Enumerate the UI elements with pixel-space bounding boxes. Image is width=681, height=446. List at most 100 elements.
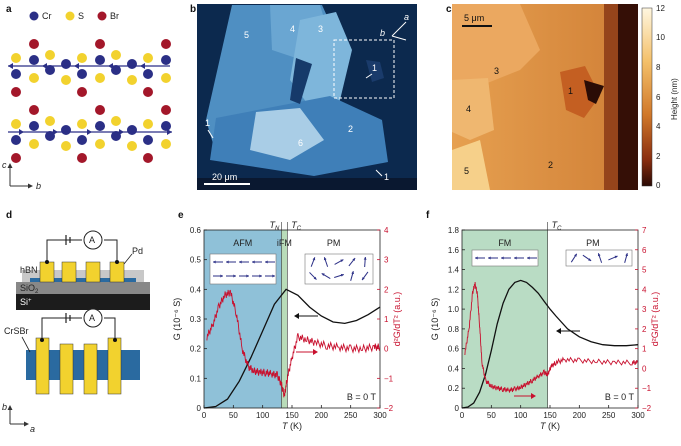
colorbar-tick: 8	[656, 63, 661, 72]
y-right-tick-label: 2	[384, 285, 389, 294]
y-left-tick-label: 1.8	[448, 226, 460, 235]
y-left-axis-label: G (10⁻⁶ S)	[430, 298, 440, 340]
y-left-tick-label: 0.8	[448, 325, 460, 334]
x-axis-label: T (K)	[282, 421, 302, 431]
spin-arrowhead	[340, 259, 344, 263]
spin-arrowhead	[363, 257, 367, 260]
right-axis-pointer-head	[313, 349, 318, 355]
ammeter-bottom	[83, 308, 103, 328]
spin-arrowhead	[272, 274, 275, 278]
x-tick-label: 0	[460, 411, 465, 420]
region-label-2: 2	[348, 124, 353, 134]
spin-arrowhead	[313, 276, 317, 280]
ammeter-bottom-label: A	[89, 313, 95, 323]
x-tick-label: 300	[373, 411, 387, 420]
spin-arrowhead	[220, 274, 223, 278]
y-right-tick-label: 0	[642, 364, 647, 373]
scale-bar-b-label: 20 μm	[212, 172, 237, 182]
y-right-tick-label: 4	[642, 285, 647, 294]
x-tick-label: 150	[543, 411, 557, 420]
x-tick-label: 150	[285, 411, 299, 420]
region-label-1b: 1	[205, 118, 210, 128]
chart-e: AFM PM iFM TN TC 0 50 100 150 200 250 300 0 0.1 0.2 0.3…	[172, 220, 402, 431]
panel-e: e AFM PM iFM TN TC 0 50 100 150 200 250 300 0 0.1 0.2 0…	[172, 210, 402, 431]
region-label-3: 3	[318, 24, 323, 34]
afm-label-1: 1	[568, 86, 573, 96]
afm-label-4: 4	[466, 104, 471, 114]
hbn-label: hBN	[20, 265, 38, 275]
y-right-tick-label: −1	[384, 374, 394, 383]
panel-f-letter: f	[426, 210, 430, 221]
spin-arrowhead	[597, 253, 601, 257]
si-label: Si+	[20, 297, 32, 307]
transition-label: TC	[291, 220, 302, 232]
panel-a-letter: a	[6, 4, 12, 15]
y-left-tick-label: 0.3	[190, 315, 202, 324]
panel-c: c 5 μm 3 1 4 2 5 12 10 8 6 4 2 0 Height …	[446, 4, 679, 190]
x-tick-label: 200	[573, 411, 587, 420]
y-left-tick-label: 0.6	[448, 345, 460, 354]
spin-arrowhead	[265, 260, 268, 264]
spin-arrowhead	[226, 260, 229, 264]
y-left-tick-label: 0.2	[190, 345, 202, 354]
axis-a-label-d: a	[30, 424, 35, 434]
spin-arrowhead	[233, 274, 236, 278]
phase-region-ifm	[281, 230, 288, 408]
pm-spin-box-f	[565, 249, 633, 267]
spin-arrowhead	[252, 260, 255, 264]
zoom-region-box	[333, 39, 395, 99]
phase-label-afm: AFM	[233, 238, 252, 248]
legend-s-label: S	[78, 11, 84, 21]
panel-c-letter: c	[446, 4, 452, 15]
y-left-tick-label: 0.5	[190, 256, 202, 265]
y-right-tick-label: 6	[642, 246, 647, 255]
right-axis-pointer-head-f	[531, 393, 536, 399]
spin-arrowhead	[340, 273, 344, 277]
phase-label-pm: PM	[327, 238, 341, 248]
y-left-tick-label: 1.6	[448, 246, 460, 255]
spin-arrowhead	[312, 257, 316, 261]
y-left-tick-label: 0	[197, 404, 202, 413]
spin-arrowhead	[527, 256, 530, 260]
spin-arrowhead	[351, 271, 355, 275]
afm-region-1	[560, 66, 600, 118]
x-tick-label: 300	[631, 411, 645, 420]
ammeter-top	[83, 230, 103, 250]
spin-arrowhead	[321, 273, 325, 277]
transition-label: TC	[552, 220, 563, 232]
x-tick-label: 50	[229, 411, 238, 420]
panel-a: a Cr S Br	[2, 4, 172, 191]
series-second-derivative	[464, 281, 638, 393]
region-label-6: 6	[298, 138, 303, 148]
spin-arrowhead	[614, 255, 618, 259]
ammeter-top-label: A	[89, 235, 95, 245]
y-right-tick-label: 1	[642, 345, 647, 354]
spin-arrowhead	[574, 253, 577, 257]
pd-label: Pd	[132, 246, 143, 256]
panel-e-letter: e	[178, 210, 184, 221]
spin-arrowhead	[239, 260, 242, 264]
y-left-tick-label: 0.2	[448, 384, 460, 393]
phase-label-ifm: iFM	[277, 238, 292, 248]
flake-region-6	[250, 108, 324, 160]
y-right-axis-label: d²G/dT² (a.u.)	[392, 292, 402, 347]
region-label-1a: 1	[372, 63, 377, 73]
y-left-tick-label: 1.4	[448, 266, 460, 275]
y-right-tick-label: 5	[642, 266, 647, 275]
y-right-tick-label: 4	[384, 226, 389, 235]
colorbar-tick: 4	[656, 122, 661, 131]
spin-arrowhead	[501, 256, 504, 260]
y-right-axis-label: d²G/dT² (a.u.)	[650, 292, 660, 347]
panel-b: b 5 4 3 1 2 6 1 1 a b 20 μm	[190, 4, 417, 190]
y-right-tick-label: 7	[642, 226, 647, 235]
left-axis-pointer-head	[294, 313, 299, 319]
spin-arrowhead	[259, 274, 262, 278]
device-cross-section: A Pd hBN SiO2 Si+	[16, 230, 150, 310]
axes-indicator-b: a b	[380, 12, 409, 41]
spin-arrowhead	[323, 257, 327, 261]
spin-arrowhead	[475, 256, 478, 260]
phase-label-fm: FM	[498, 238, 511, 248]
x-tick-label: 250	[602, 411, 616, 420]
